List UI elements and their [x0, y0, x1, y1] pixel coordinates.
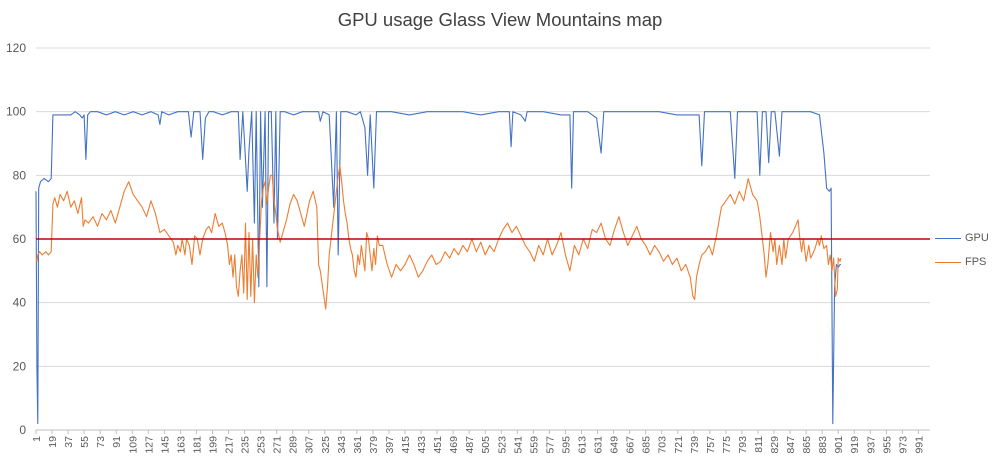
- x-tick-label: 199: [207, 436, 219, 454]
- x-tick-label: 145: [159, 436, 171, 454]
- x-tick-label: 469: [448, 436, 460, 454]
- x-tick-label: 847: [785, 436, 797, 454]
- x-tick-label: 667: [625, 436, 637, 454]
- x-tick-label: 217: [224, 436, 236, 454]
- x-tick-label: 127: [143, 436, 155, 454]
- x-tick-label: 109: [127, 436, 139, 454]
- x-tick-label: 289: [288, 436, 300, 454]
- x-tick-label: 55: [79, 436, 91, 448]
- x-tick-label: 181: [191, 436, 203, 454]
- x-tick-label: 793: [737, 436, 749, 454]
- legend-label-gpu: GPU: [965, 232, 989, 245]
- legend-item-fps: FPS: [935, 256, 986, 268]
- x-tick-label: 325: [320, 436, 332, 454]
- x-tick-label: 19: [47, 436, 59, 448]
- x-tick-label: 307: [304, 436, 316, 454]
- x-tick-label: 829: [769, 436, 781, 454]
- legend-swatch-gpu: [935, 237, 961, 239]
- chart-title: GPU usage Glass View Mountains map: [337, 9, 663, 30]
- series-line-gpu: [35, 111, 841, 425]
- legend-swatch-fps: [935, 261, 961, 263]
- x-tick-label: 613: [576, 436, 588, 454]
- y-tick-label: 80: [13, 168, 27, 182]
- gridlines: [36, 47, 930, 367]
- legend-item-gpu: GPU: [935, 232, 989, 244]
- x-tick-label: 739: [689, 436, 701, 454]
- x-tick-label: 991: [913, 436, 925, 454]
- x-tick-label: 955: [881, 436, 893, 454]
- x-tick-label: 649: [609, 436, 621, 454]
- y-axis-ticks: 0 20 40 60 80 100 120: [6, 41, 26, 437]
- x-tick-label: 37: [63, 436, 75, 448]
- y-tick-label: 20: [13, 359, 27, 373]
- x-tick-label: 559: [528, 436, 540, 454]
- x-tick-label: 775: [721, 436, 733, 454]
- x-tick-label: 811: [753, 436, 765, 453]
- y-tick-label: 60: [13, 232, 27, 246]
- x-tick-label: 253: [256, 436, 268, 454]
- x-tick-label: 595: [560, 436, 572, 454]
- x-tick-label: 685: [641, 436, 653, 454]
- x-tick-label: 757: [705, 436, 717, 454]
- x-tick-label: 577: [544, 436, 556, 454]
- y-tick-label: 40: [13, 296, 27, 310]
- x-tick-label: 1: [31, 436, 43, 442]
- x-tick-label: 235: [240, 436, 252, 454]
- x-tick-label: 271: [272, 436, 284, 454]
- x-tick-label: 865: [801, 436, 813, 454]
- x-tick-label: 343: [336, 436, 348, 454]
- x-tick-label: 397: [384, 436, 396, 454]
- x-tick-label: 973: [897, 436, 909, 454]
- x-tick-label: 451: [432, 436, 444, 454]
- legend-label-fps: FPS: [965, 256, 987, 269]
- y-tick-label: 100: [6, 105, 26, 119]
- x-tick-label: 505: [480, 436, 492, 454]
- x-tick-label: 415: [400, 436, 412, 454]
- x-tick-label: 73: [95, 436, 107, 448]
- series-lines: [35, 111, 842, 425]
- x-tick-label: 937: [865, 436, 877, 454]
- x-tick-label: 919: [849, 436, 861, 454]
- x-tick-label: 541: [512, 436, 524, 454]
- x-tick-label: 883: [817, 436, 829, 454]
- x-axis-ticks: 1 19 37 55 73 91 109 127 145 163 181 199 217 235 253 27…: [31, 430, 925, 454]
- x-tick-label: 379: [368, 436, 380, 454]
- x-tick-label: 721: [673, 436, 685, 454]
- y-tick-label: 0: [19, 423, 26, 437]
- x-tick-label: 361: [352, 436, 364, 454]
- x-tick-label: 163: [175, 436, 187, 454]
- x-tick-label: 523: [496, 436, 508, 454]
- x-tick-label: 901: [833, 436, 845, 454]
- x-tick-label: 487: [464, 436, 476, 454]
- x-tick-label: 91: [111, 436, 123, 448]
- series-line-fps: [35, 165, 842, 310]
- x-tick-label: 631: [593, 436, 605, 454]
- y-tick-label: 120: [6, 41, 26, 55]
- x-tick-label: 433: [416, 436, 428, 454]
- x-tick-label: 703: [657, 436, 669, 454]
